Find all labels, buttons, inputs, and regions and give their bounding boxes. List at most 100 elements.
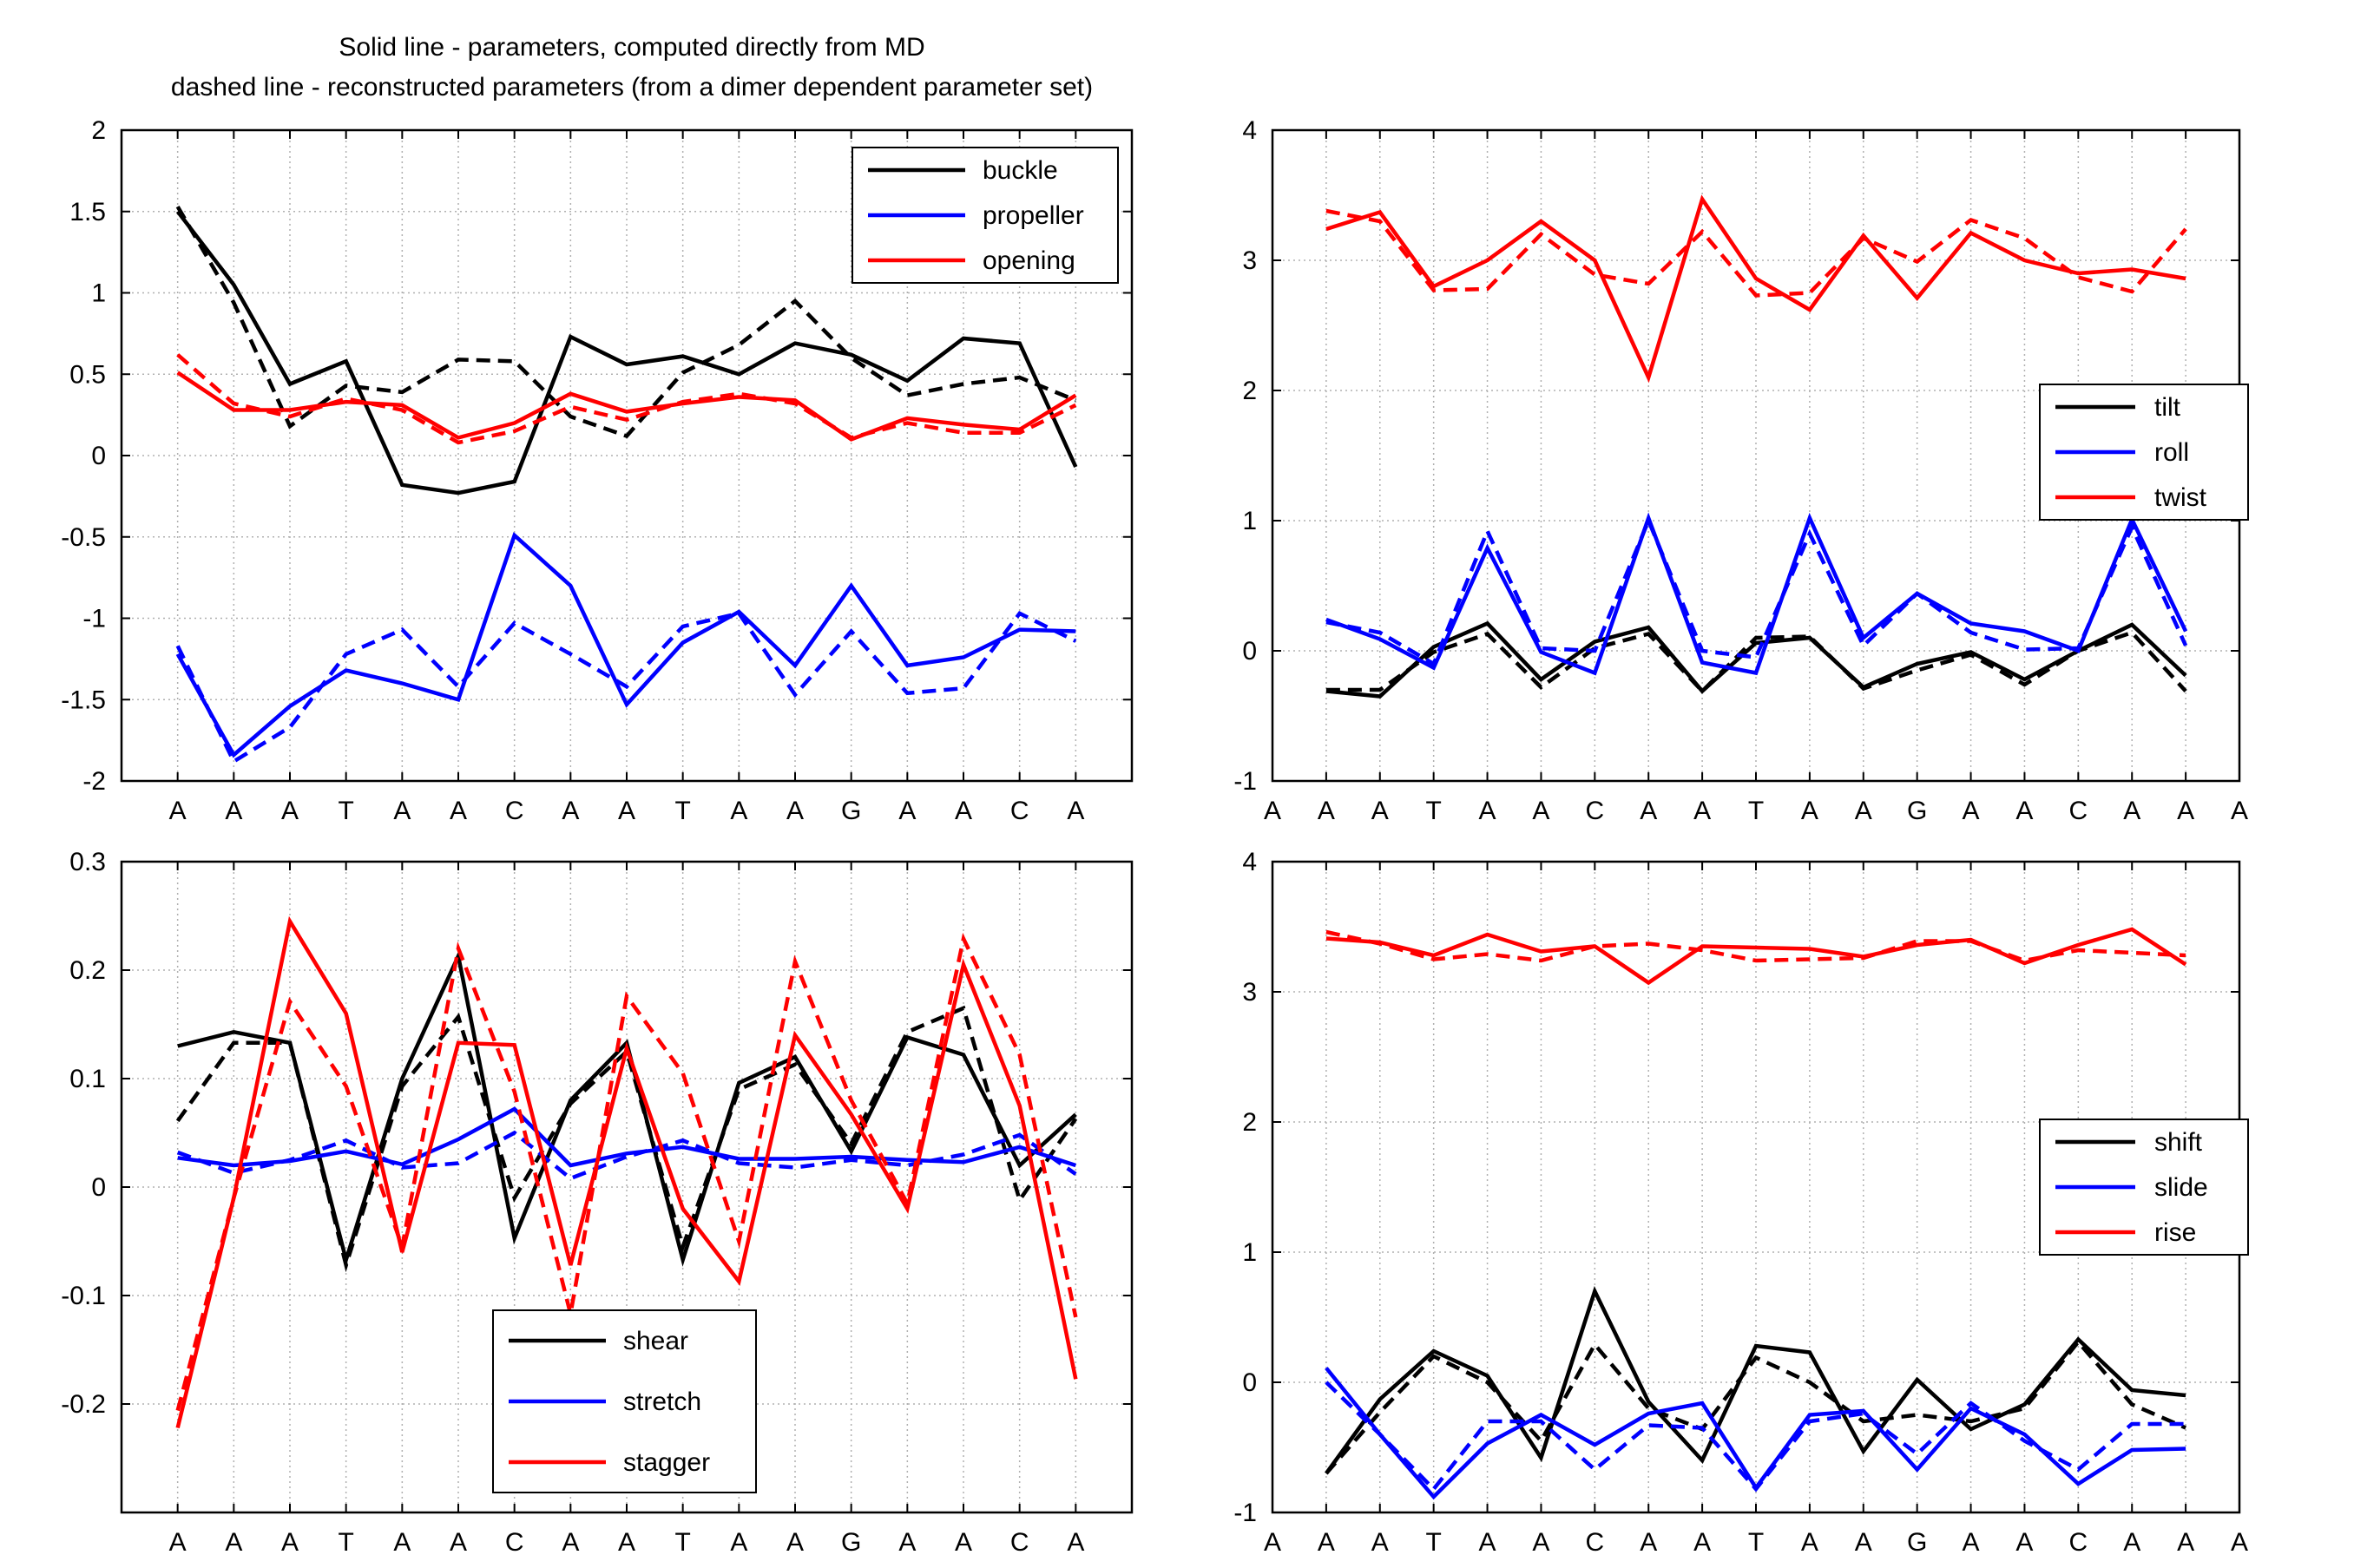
panel-bottom-right-x-tick-label: A — [2123, 1528, 2140, 1557]
panel-top-left-axes-box — [120, 128, 1134, 783]
panel-bottom-right-series-shift-solid-line — [1325, 1285, 2186, 1475]
panel-top-left-series-propeller-dashed-line — [175, 611, 1077, 764]
panel-bottom-right-y-tick-label: 4 — [1242, 848, 1257, 876]
panel-top-right-x-tick-label: A — [1801, 797, 1818, 825]
panel-bottom-right-series-rise-solid-line — [1325, 927, 2187, 986]
panel-bottom-left-y-tick-label: 0.1 — [69, 1065, 106, 1093]
panel-bottom-right-x-tick-label: G — [1907, 1528, 1927, 1557]
panel-top-right-legend-label-twist: twist — [2154, 483, 2207, 512]
panel-bottom-right-legend-label-shift: shift — [2154, 1128, 2203, 1157]
panel-top-right-x-tick-label: C — [2068, 797, 2088, 825]
panel-top-left-y-tick-label: -0.5 — [61, 523, 106, 552]
panel-top-right-x-tick-label: A — [2231, 797, 2248, 825]
panel-bottom-left-y-tick-label: -0.1 — [61, 1282, 106, 1310]
panel-top-left-x-tick-label: A — [955, 797, 972, 825]
panel-top-left-y-tick-label: -1 — [82, 605, 106, 633]
panel-bottom-left-x-tick-label: A — [898, 1528, 916, 1557]
panel-bottom-right-x-tick-label: T — [1748, 1528, 1764, 1557]
panel-bottom-right-series-rise-dashed-line — [1325, 929, 2186, 963]
panel-bottom-right-y-tick-label: 2 — [1242, 1108, 1257, 1137]
panel-top-left-legend-label-buckle: buckle — [983, 156, 1058, 185]
panel-top-right-x-tick-label: A — [1371, 797, 1389, 825]
panel-top-right-y-tick-label: 3 — [1242, 246, 1257, 275]
panel-top-left-y-tick-label: -2 — [82, 767, 106, 796]
panel-top-right-x-tick-label: A — [1963, 797, 1980, 825]
panel-bottom-left-x-tick-label: A — [786, 1528, 804, 1557]
panel-top-right-legend-label-roll: roll — [2154, 438, 2189, 467]
panel-top-left-x-tick-label: G — [841, 797, 861, 825]
panel-top-left-y-tick-label: 1.5 — [69, 198, 106, 226]
panel-bottom-right-x-tick-label: A — [2177, 1528, 2194, 1557]
panel-bottom-right-y-tick-label: 3 — [1242, 978, 1257, 1007]
panel-bottom-left-series-stagger-solid-line — [175, 915, 1078, 1429]
panel-top-right-x-tick-label: A — [1479, 797, 1496, 825]
panel-top-left-legend-label-propeller: propeller — [983, 201, 1084, 230]
panel-bottom-right-x-tick-label: A — [1963, 1528, 1980, 1557]
panel-bottom-left-series-stretch-solid-line — [177, 1106, 1077, 1168]
panel-top-left: A A A T A A C A A T A A G A A C A -2 -1.5 -1 -0.5 0 0.5 1 1.5 2 bu… — [61, 116, 1134, 825]
panel-bottom-right-x-tick-label: C — [1585, 1528, 1604, 1557]
panel-bottom-left-axes-box — [120, 860, 1134, 1514]
panel-top-left-y-tick-label: 0.5 — [69, 360, 106, 389]
panel-top-left-series-buckle-dashed-line — [175, 205, 1077, 439]
panel-bottom-left-x-tick-label: A — [618, 1528, 635, 1557]
panel-top-right-y-tick-label: 1 — [1242, 507, 1257, 535]
panel-bottom-left-legend-label-stagger: stagger — [623, 1448, 710, 1477]
panel-bottom-left-x-tick-label: T — [675, 1528, 691, 1557]
panel-bottom-right-x-tick-label: C — [2068, 1528, 2088, 1557]
panel-top-left-legend-label-opening: opening — [983, 246, 1075, 275]
panel-top-left-y-tick-label: -1.5 — [61, 686, 106, 714]
panel-top-right-y-tick-label: 0 — [1242, 637, 1257, 666]
panel-bottom-right-series-shift-dashed-line — [1325, 1338, 2186, 1475]
panel-bottom-left-legend-label-shear: shear — [623, 1327, 688, 1355]
panel-top-right-x-tick-label: A — [1693, 797, 1711, 825]
panel-bottom-left-x-tick-label: C — [1010, 1528, 1029, 1557]
panel-top-left-x-tick-label: A — [618, 797, 635, 825]
panel-top-left-y-tick-label: 2 — [91, 116, 106, 145]
panel-bottom-right-series-slide-dashed-line — [1325, 1381, 2186, 1493]
panel-top-left-x-tick-label: C — [505, 797, 524, 825]
panel-bottom-right-x-tick-label: A — [2015, 1528, 2033, 1557]
panel-top-left-x-tick-label: A — [393, 797, 411, 825]
panel-top-left-x-tick-label: T — [339, 797, 354, 825]
panel-top-left-x-tick-label: A — [1067, 797, 1084, 825]
panel-bottom-left-y-tick-label: 0 — [91, 1173, 106, 1202]
panel-bottom-left-y-tick-label: -0.2 — [61, 1390, 106, 1419]
panel-top-left-x-tick-label: A — [898, 797, 916, 825]
panel-bottom-right-x-tick-label: A — [1855, 1528, 1872, 1557]
panel-bottom-right-x-tick-label: A — [1264, 1528, 1281, 1557]
panel-top-left-x-tick-label: A — [786, 797, 804, 825]
panel-top-right-x-tick-label: G — [1907, 797, 1927, 825]
panel-bottom-left-x-tick-label: A — [730, 1528, 747, 1557]
panel-top-left-y-tick-label: 1 — [91, 279, 106, 308]
panel-bottom-left-y-tick-label: 0.3 — [69, 848, 106, 876]
panel-bottom-right-y-tick-label: 1 — [1242, 1238, 1257, 1267]
panel-top-left-x-tick-label: A — [562, 797, 579, 825]
panel-top-right-x-tick-label: T — [1426, 797, 1442, 825]
panel-top-left-series-opening-dashed-line — [176, 353, 1077, 445]
panel-top-left-x-tick-label: T — [675, 797, 691, 825]
panel-bottom-left-x-tick-label: A — [169, 1528, 187, 1557]
panel-bottom-left-x-tick-label: A — [1067, 1528, 1084, 1557]
panel-bottom-left-x-tick-label: G — [841, 1528, 861, 1557]
panel-bottom-left-x-tick-label: A — [562, 1528, 579, 1557]
panel-top-right-series-tilt-dashed-line — [1325, 630, 2187, 694]
panel-top-left-x-tick-label: A — [169, 797, 187, 825]
panel-top-right-series-roll-solid-line — [1325, 512, 2188, 676]
panel-top-right-x-tick-label: A — [2015, 797, 2033, 825]
panel-bottom-right-y-tick-label: 0 — [1242, 1368, 1257, 1397]
panel-top-left-series-propeller-solid-line — [175, 531, 1076, 758]
panel-top-right-series-twist-dashed-line — [1325, 208, 2187, 298]
panel-bottom-right-x-tick-label: A — [1693, 1528, 1711, 1557]
panel-top-right-x-tick-label: T — [1748, 797, 1764, 825]
panel-bottom-left-y-tick-label: 0.2 — [69, 956, 106, 985]
panel-bottom-right-x-tick-label: A — [1371, 1528, 1389, 1557]
panel-bottom-right-x-tick-label: T — [1426, 1528, 1442, 1557]
panel-bottom-right-x-tick-label: A — [1801, 1528, 1818, 1557]
panel-bottom-right-x-tick-label: A — [1479, 1528, 1496, 1557]
panel-top-right-y-tick-label: 2 — [1242, 377, 1257, 405]
panel-bottom-right-x-tick-label: A — [1318, 1528, 1335, 1557]
panel-bottom-left-x-tick-label: A — [393, 1528, 411, 1557]
panel-top-right-x-tick-label: A — [1855, 797, 1872, 825]
